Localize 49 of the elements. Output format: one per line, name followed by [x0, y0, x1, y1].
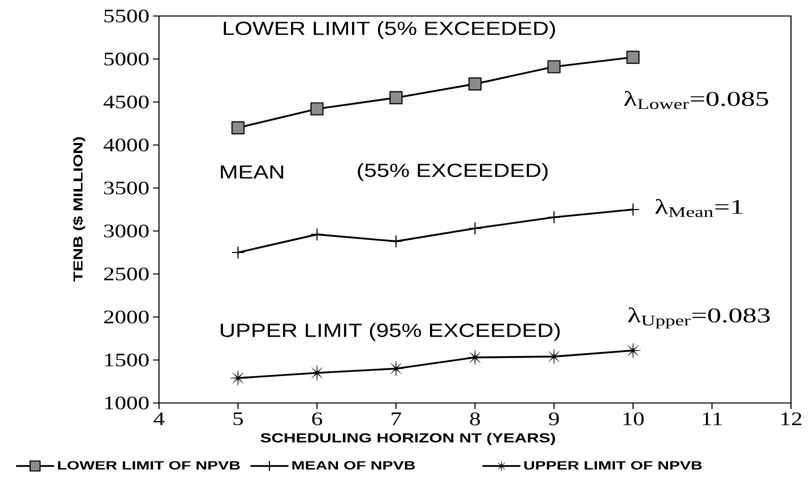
annotation: MEAN — [220, 165, 284, 179]
point — [389, 234, 403, 248]
y-tick-label: 5500 — [104, 10, 149, 22]
point — [468, 222, 482, 235]
y-tick-label: 3000 — [104, 224, 149, 238]
annotation: UPPER LIMIT (95% EXCEEDED) — [220, 323, 560, 341]
x-tick-label: 9 — [548, 412, 559, 426]
y-tick-label: 4000 — [104, 138, 149, 152]
point — [626, 202, 640, 216]
point — [230, 370, 246, 386]
point — [310, 228, 324, 241]
point — [547, 60, 561, 74]
x-tick-label: 11 — [702, 412, 722, 426]
x-axis-title: SCHEDULING HORIZON NT (YEARS) — [260, 432, 556, 446]
x-tick-label: 10 — [623, 412, 644, 426]
annotation: LOWER LIMIT (5% EXCEEDED) — [224, 21, 556, 39]
x-tick-label: 6 — [312, 412, 322, 426]
point — [310, 102, 324, 116]
point — [231, 121, 245, 134]
y-tick-label: 5000 — [104, 52, 149, 66]
y-tick-label: 4500 — [104, 96, 149, 108]
point — [625, 342, 641, 358]
x-tick-label: 12 — [781, 412, 802, 426]
point — [626, 50, 640, 64]
point — [547, 210, 561, 224]
y-tick-label: 2500 — [104, 268, 149, 280]
x-tick-label: 5 — [234, 412, 243, 426]
y-tick-label: 1500 — [105, 354, 149, 366]
point — [231, 246, 245, 260]
point — [309, 365, 325, 381]
annotation: (55% EXCEEDED) — [358, 163, 548, 181]
x-tick-label: 4 — [154, 412, 164, 426]
point — [468, 77, 482, 90]
legend-label: MEAN OF NPVB — [292, 461, 415, 470]
x-tick-label: 8 — [470, 412, 480, 426]
point — [467, 350, 483, 366]
point — [389, 91, 403, 104]
point — [546, 348, 562, 364]
y-axis-title: TENB ($ MILLION) — [72, 137, 86, 282]
y-tick-label: 2000 — [104, 310, 149, 324]
legend-label: UPPER LIMIT OF NPVB — [524, 461, 702, 470]
annotation: λ$_{Upper}$=0.083 — [628, 308, 770, 329]
y-tick-label: 1000 — [105, 396, 149, 410]
annotation: λ$_{Mean}$=1 — [655, 199, 742, 218]
y-tick-label: 3500 — [104, 182, 149, 194]
annotation: λ$_{Lower}$=0.085 — [624, 91, 768, 110]
point — [388, 360, 404, 376]
legend-label: LOWER LIMIT OF NPVB — [58, 461, 240, 470]
x-tick-label: 7 — [392, 412, 402, 425]
